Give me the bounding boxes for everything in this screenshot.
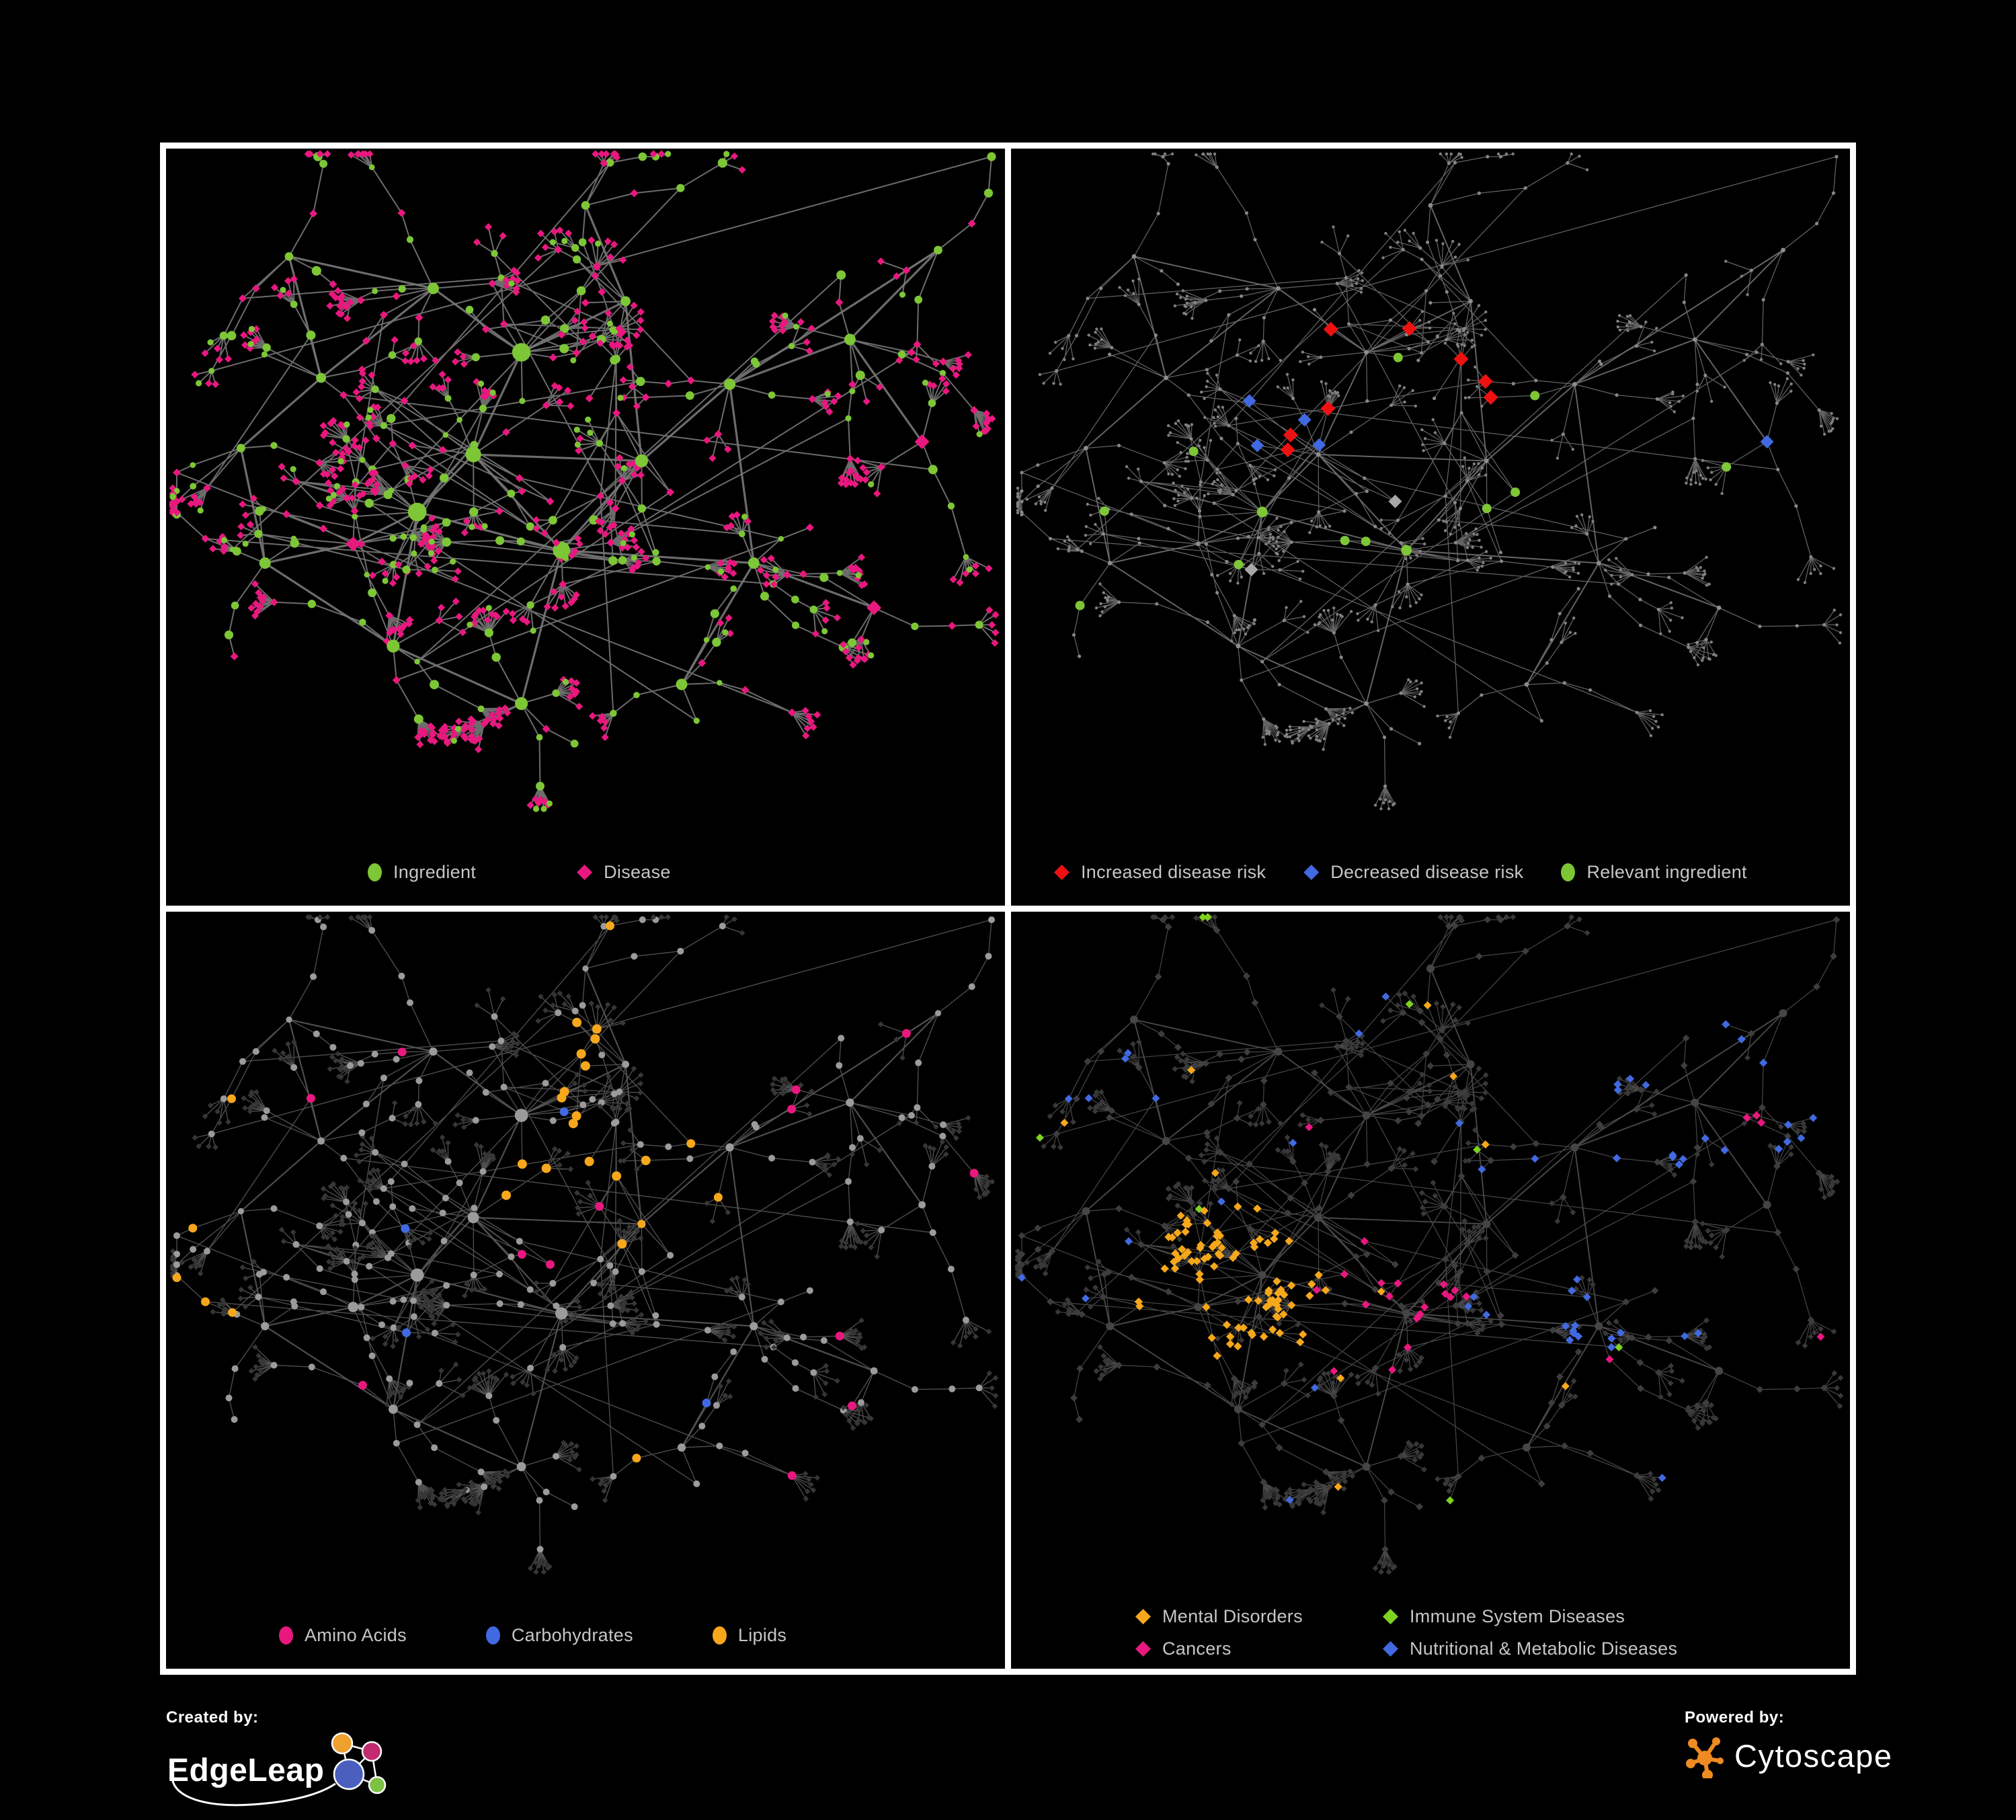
panel-ingredient-disease: Ingredient Disease xyxy=(166,149,1005,906)
disease-risk-network xyxy=(1016,152,1843,811)
legend-item-amino-acids: Amino Acids xyxy=(279,1625,407,1646)
created-by-block: Created by: EdgeLeap xyxy=(166,1708,398,1816)
increased-risk-diamond-icon xyxy=(1054,865,1070,880)
cytoscape-wordmark: Cytoscape xyxy=(1734,1737,1893,1774)
legend-item-decreased-risk: Decreased disease risk xyxy=(1303,862,1523,883)
cancers-diamond-icon xyxy=(1135,1641,1151,1657)
amino-acids-circle-icon xyxy=(279,1626,293,1645)
lipids-circle-icon xyxy=(712,1626,727,1645)
legend-item-disease: Disease xyxy=(577,862,671,883)
panel-nutrient-classes: Amino Acids Carbohydrates Lipids xyxy=(166,912,1005,1669)
legend-label-cancers: Cancers xyxy=(1162,1638,1232,1659)
legend-nutrient-classes: Amino Acids Carbohydrates Lipids xyxy=(279,1625,787,1646)
legend-label-mental-disorders: Mental Disorders xyxy=(1162,1606,1303,1626)
legend-item-lipids: Lipids xyxy=(712,1625,787,1646)
powered-by-label: Powered by: xyxy=(1685,1708,1785,1727)
legend-label-lipids: Lipids xyxy=(737,1625,787,1645)
carbohydrates-circle-icon xyxy=(485,1626,500,1645)
legend-item-relevant-ingredient: Relevant ingredient xyxy=(1561,862,1747,883)
legend-label-carbohydrates: Carbohydrates xyxy=(511,1625,633,1645)
legend-label-nutritional-metabolic: Nutritional & Metabolic Diseases xyxy=(1410,1638,1678,1659)
legend-label-amino-acids: Amino Acids xyxy=(305,1625,407,1645)
disease-diamond-icon xyxy=(577,865,593,880)
legend-label-immune-diseases: Immune System Diseases xyxy=(1410,1606,1625,1626)
edgeleap-logo: EdgeLeap xyxy=(166,1729,398,1816)
relevant-ingredient-circle-icon xyxy=(1561,863,1576,881)
edgeleap-swoosh xyxy=(171,1770,336,1807)
legend-item-nutritional-metabolic: Nutritional & Metabolic Diseases xyxy=(1383,1638,1677,1659)
edgeleap-network-icon xyxy=(331,1732,387,1794)
ingredient-circle-icon xyxy=(368,863,382,881)
panel-disease-risk: Increased disease risk Decreased disease… xyxy=(1011,149,1850,906)
legend-item-carbohydrates: Carbohydrates xyxy=(485,1625,633,1646)
cytoscape-logo-icon xyxy=(1686,1737,1724,1778)
panel-grid: Ingredient Disease Increased disease ris… xyxy=(160,143,1856,1675)
nutritional-metabolic-diamond-icon xyxy=(1383,1641,1398,1657)
legend-disease-risk: Increased disease risk Decreased disease… xyxy=(1054,862,1747,883)
legend-label-disease: Disease xyxy=(604,862,671,882)
panel-disease-categories: Mental Disorders Immune System Diseases … xyxy=(1011,912,1850,1669)
edgeleap-wordmark: EdgeLeap xyxy=(167,1753,324,1788)
legend-disease-categories: Mental Disorders Immune System Diseases … xyxy=(1135,1606,1677,1659)
legend-item-cancers: Cancers xyxy=(1135,1638,1383,1659)
legend-item-increased-risk: Increased disease risk xyxy=(1054,862,1266,883)
legend-label-ingredient: Ingredient xyxy=(393,862,477,882)
legend-label-relevant-ingredient: Relevant ingredient xyxy=(1586,862,1747,882)
immune-diseases-diamond-icon xyxy=(1383,1609,1398,1624)
disease-categories-network xyxy=(1014,913,1844,1575)
legend-label-increased-risk: Increased disease risk xyxy=(1081,862,1266,882)
ingredient-disease-network xyxy=(169,150,1000,812)
powered-by-block: Powered by: Cytosc xyxy=(1685,1708,1893,1778)
legend-label-decreased-risk: Decreased disease risk xyxy=(1330,862,1524,882)
mental-disorders-diamond-icon xyxy=(1135,1609,1151,1624)
created-by-label: Created by: xyxy=(166,1708,259,1727)
legend-item-immune-diseases: Immune System Diseases xyxy=(1383,1606,1677,1627)
edgeleap-logo-graphic: EdgeLeap xyxy=(167,1732,387,1807)
legend-item-mental-disorders: Mental Disorders xyxy=(1135,1606,1383,1627)
legend-ingredient-disease: Ingredient Disease xyxy=(368,862,671,883)
cytoscape-logo: Cytoscape xyxy=(1685,1733,1893,1778)
decreased-risk-diamond-icon xyxy=(1303,865,1320,880)
nutrient-classes-network xyxy=(169,914,999,1575)
legend-item-ingredient: Ingredient xyxy=(368,862,476,883)
